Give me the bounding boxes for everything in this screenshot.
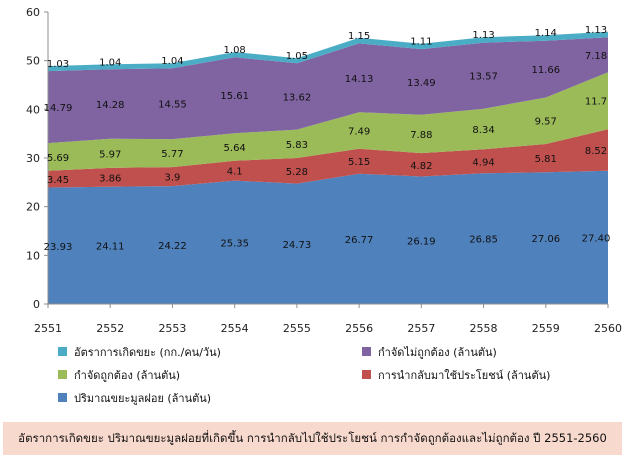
data-label: 3.45 (47, 175, 69, 186)
area-series-1 (48, 129, 608, 188)
data-label: 24.22 (158, 241, 187, 252)
data-label: 1.04 (99, 57, 121, 68)
y-tick-label: 20 (26, 201, 40, 214)
y-tick-label: 30 (26, 152, 40, 165)
data-label: 1.11 (410, 37, 432, 48)
area-series-4 (48, 31, 608, 72)
data-label: 1.14 (535, 28, 557, 39)
data-label: 26.77 (345, 235, 374, 246)
y-tick-label: 10 (26, 249, 40, 262)
legend-label: การนำกลับมาใช้ประโยชน์ (ล้านตัน) (378, 368, 550, 382)
data-label: 1.05 (286, 51, 308, 62)
stacked-area-chart: 0 10 20 30 40 50 60 2551 2552 2553 2554 2555 2556 255… (26, 6, 622, 405)
data-label: 1.13 (585, 25, 607, 36)
data-label: 14.13 (345, 74, 374, 85)
data-label: 24.11 (96, 241, 125, 252)
data-label: 4.1 (227, 167, 243, 178)
y-tick-label: 0 (33, 298, 40, 311)
data-label: 5.28 (286, 167, 308, 178)
legend-swatch (58, 347, 67, 356)
area-series-2 (48, 72, 608, 171)
data-label: 4.94 (472, 157, 494, 168)
data-label: 23.93 (44, 242, 73, 253)
area-series-group (48, 31, 608, 304)
data-label: 5.69 (47, 153, 69, 164)
data-label: 5.77 (161, 149, 183, 160)
data-label: 5.81 (535, 154, 557, 165)
x-tick-label: 2553 (158, 322, 186, 335)
data-label: 1.13 (472, 30, 494, 41)
data-label: 15.61 (220, 91, 249, 102)
caption-band: อัตราการเกิดขยะ ปริมาณขยะมูลฝอยที่เกิดขึ… (3, 422, 622, 455)
data-labels: 23.93 24.11 24.22 25.35 24.73 26.77 26.19 26.85… (44, 25, 611, 253)
data-label: 1.03 (47, 59, 69, 70)
data-label: 5.97 (99, 149, 121, 160)
data-label: 13.49 (407, 78, 436, 89)
data-label: 1.15 (348, 31, 370, 42)
data-label: 8.34 (472, 125, 494, 136)
data-label: 5.64 (224, 143, 246, 154)
x-tick-label: 2551 (34, 322, 62, 335)
chart-caption: อัตราการเกิดขยะ ปริมาณขยะมูลฝอยที่เกิดขึ… (18, 430, 607, 445)
data-label: 25.35 (220, 238, 249, 249)
legend: อัตราการเกิดขยะ (กก./คน/วัน) กำจัดไม่ถูกต… (58, 346, 550, 405)
x-tick-label: 2559 (532, 322, 560, 335)
data-label: 14.28 (96, 100, 125, 111)
x-tick-label: 2560 (594, 322, 622, 335)
area-series-0 (48, 170, 608, 304)
x-tick-label: 2555 (283, 322, 311, 335)
data-label: 4.82 (410, 161, 432, 172)
data-label: 24.73 (283, 240, 312, 251)
y-tick-label: 60 (26, 6, 40, 19)
legend-swatch (362, 370, 371, 379)
legend-swatch (58, 393, 67, 402)
data-label: 11.7 (585, 97, 607, 108)
data-label: 26.19 (407, 236, 436, 247)
data-label: 13.57 (469, 72, 498, 83)
data-label: 27.40 (582, 233, 611, 244)
data-label: 7.88 (410, 130, 432, 141)
data-label: 9.57 (535, 117, 557, 128)
data-label: 26.85 (469, 235, 498, 246)
data-label: 14.79 (44, 103, 73, 114)
data-label: 7.49 (348, 126, 370, 137)
legend-swatch (58, 370, 67, 379)
legend-swatch (362, 347, 371, 356)
data-label: 3.86 (99, 173, 121, 184)
data-label: 5.83 (286, 140, 308, 151)
x-tick-label: 2558 (470, 322, 498, 335)
axes: 0 10 20 30 40 50 60 2551 2552 2553 2554 2555 2556 255… (26, 6, 622, 335)
data-label: 8.52 (585, 146, 607, 157)
data-label: 1.08 (224, 45, 246, 56)
data-label: 3.9 (164, 173, 180, 184)
legend-label: อัตราการเกิดขยะ (กก./คน/วัน) (74, 346, 221, 359)
data-label: 7.18 (585, 51, 607, 62)
data-label: 5.15 (348, 157, 370, 168)
x-tick-label: 2552 (96, 322, 124, 335)
legend-label: กำจัดถูกต้อง (ล้านตัน) (74, 369, 180, 382)
x-tick-label: 2556 (345, 322, 373, 335)
data-label: 13.62 (283, 92, 312, 103)
legend-label: กำจัดไม่ถูกต้อง (ล้านตัน) (378, 346, 497, 359)
data-label: 1.04 (161, 56, 183, 67)
x-tick-label: 2554 (221, 322, 249, 335)
legend-label: ปริมาณขยะมูลฝอย (ล้านตัน) (74, 392, 211, 405)
data-label: 11.66 (531, 65, 560, 76)
data-label: 14.55 (158, 100, 187, 111)
data-label: 27.06 (531, 234, 560, 245)
area-series-3 (48, 37, 608, 144)
y-tick-label: 40 (26, 103, 40, 116)
y-tick-label: 50 (26, 55, 40, 68)
x-tick-label: 2557 (407, 322, 435, 335)
